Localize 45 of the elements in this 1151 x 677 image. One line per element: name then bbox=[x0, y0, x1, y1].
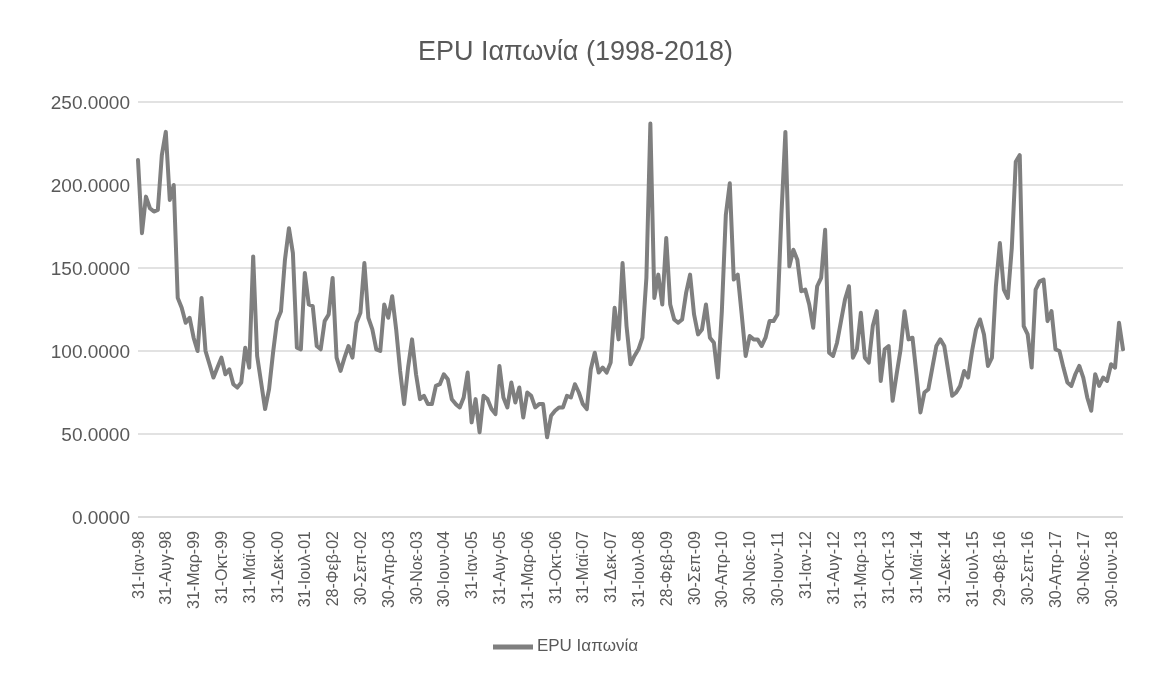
x-tick-label: 31-Μαρ-99 bbox=[185, 530, 203, 609]
x-tick-label: 31-Μαϊ-14 bbox=[907, 530, 925, 604]
x-tick-label: 30-Ιουν-04 bbox=[435, 530, 453, 608]
x-tick-label: 31-Αυγ-12 bbox=[824, 530, 842, 605]
x-tick-label: 31-Οκτ-06 bbox=[546, 530, 564, 605]
x-tick-label: 31-Αυγ-98 bbox=[157, 530, 175, 605]
x-tick-label: 31-Ιουλ-08 bbox=[629, 530, 647, 608]
x-tick-label: 31-Δεκ-07 bbox=[602, 530, 620, 604]
x-tick-label: 30-Σεπ-09 bbox=[685, 530, 703, 606]
x-tick-label: 31-Οκτ-99 bbox=[212, 530, 230, 605]
x-tick-label: 30-Νοε-10 bbox=[741, 530, 759, 605]
x-tick-label: 31-Μαϊ-00 bbox=[240, 530, 258, 604]
x-tick-label: 31-Αυγ-05 bbox=[490, 530, 508, 605]
x-tick-label: 31-Μαϊ-07 bbox=[574, 530, 592, 604]
x-tick-label: 31-Μαρ-06 bbox=[518, 530, 536, 609]
y-tick-label: 100.0000 bbox=[50, 340, 130, 362]
x-tick-label: 31-Δεκ-00 bbox=[268, 530, 286, 604]
x-tick-label: 28-Φεβ-02 bbox=[324, 530, 342, 607]
x-tick-label: 30-Ιουν-18 bbox=[1102, 530, 1120, 608]
x-tick-label: 29-Φεβ-16 bbox=[991, 530, 1009, 607]
x-tick-label: 31-Μαρ-13 bbox=[852, 530, 870, 609]
y-tick-label: 150.0000 bbox=[50, 257, 130, 279]
x-tick-label: 30-Νοε-17 bbox=[1074, 530, 1092, 605]
x-tick-label: 30-Ιουν-11 bbox=[768, 530, 786, 607]
x-tick-label: 31-Ιαν-05 bbox=[463, 530, 481, 599]
x-tick-label: 31-Ιαν-98 bbox=[129, 530, 147, 599]
line-series bbox=[136, 121, 1125, 440]
x-tick-label: 30-Απρ-03 bbox=[379, 530, 397, 609]
y-tick-label: 200.0000 bbox=[50, 174, 130, 196]
x-tick-label: 31-Δεκ-14 bbox=[935, 530, 953, 604]
x-tick-label: 31-Ιαν-12 bbox=[796, 530, 814, 599]
x-tick-label: 30-Σεπ-16 bbox=[1019, 530, 1037, 606]
x-tick-label: 28-Φεβ-09 bbox=[657, 530, 675, 607]
y-tick-label: 250.0000 bbox=[50, 91, 130, 113]
x-tick-label: 31-Ιουλ-01 bbox=[296, 530, 314, 608]
x-tick-label: 30-Απρ-10 bbox=[713, 530, 731, 609]
x-tick-label: 30-Απρ-17 bbox=[1046, 530, 1064, 609]
y-tick-label: 0.0000 bbox=[71, 506, 130, 528]
x-tick-label: 30-Σεπ-02 bbox=[351, 530, 369, 606]
chart-title: EPU Ιαπωνία (1998-2018) bbox=[416, 35, 735, 68]
x-tick-label: 31-Οκτ-13 bbox=[880, 530, 898, 605]
x-tick-label: 30-Νοε-03 bbox=[407, 530, 425, 605]
legend-label: EPU Ιαπωνία bbox=[536, 636, 639, 656]
y-tick-label: 50.0000 bbox=[61, 423, 130, 445]
x-tick-label: 31-Ιουλ-15 bbox=[963, 530, 981, 608]
